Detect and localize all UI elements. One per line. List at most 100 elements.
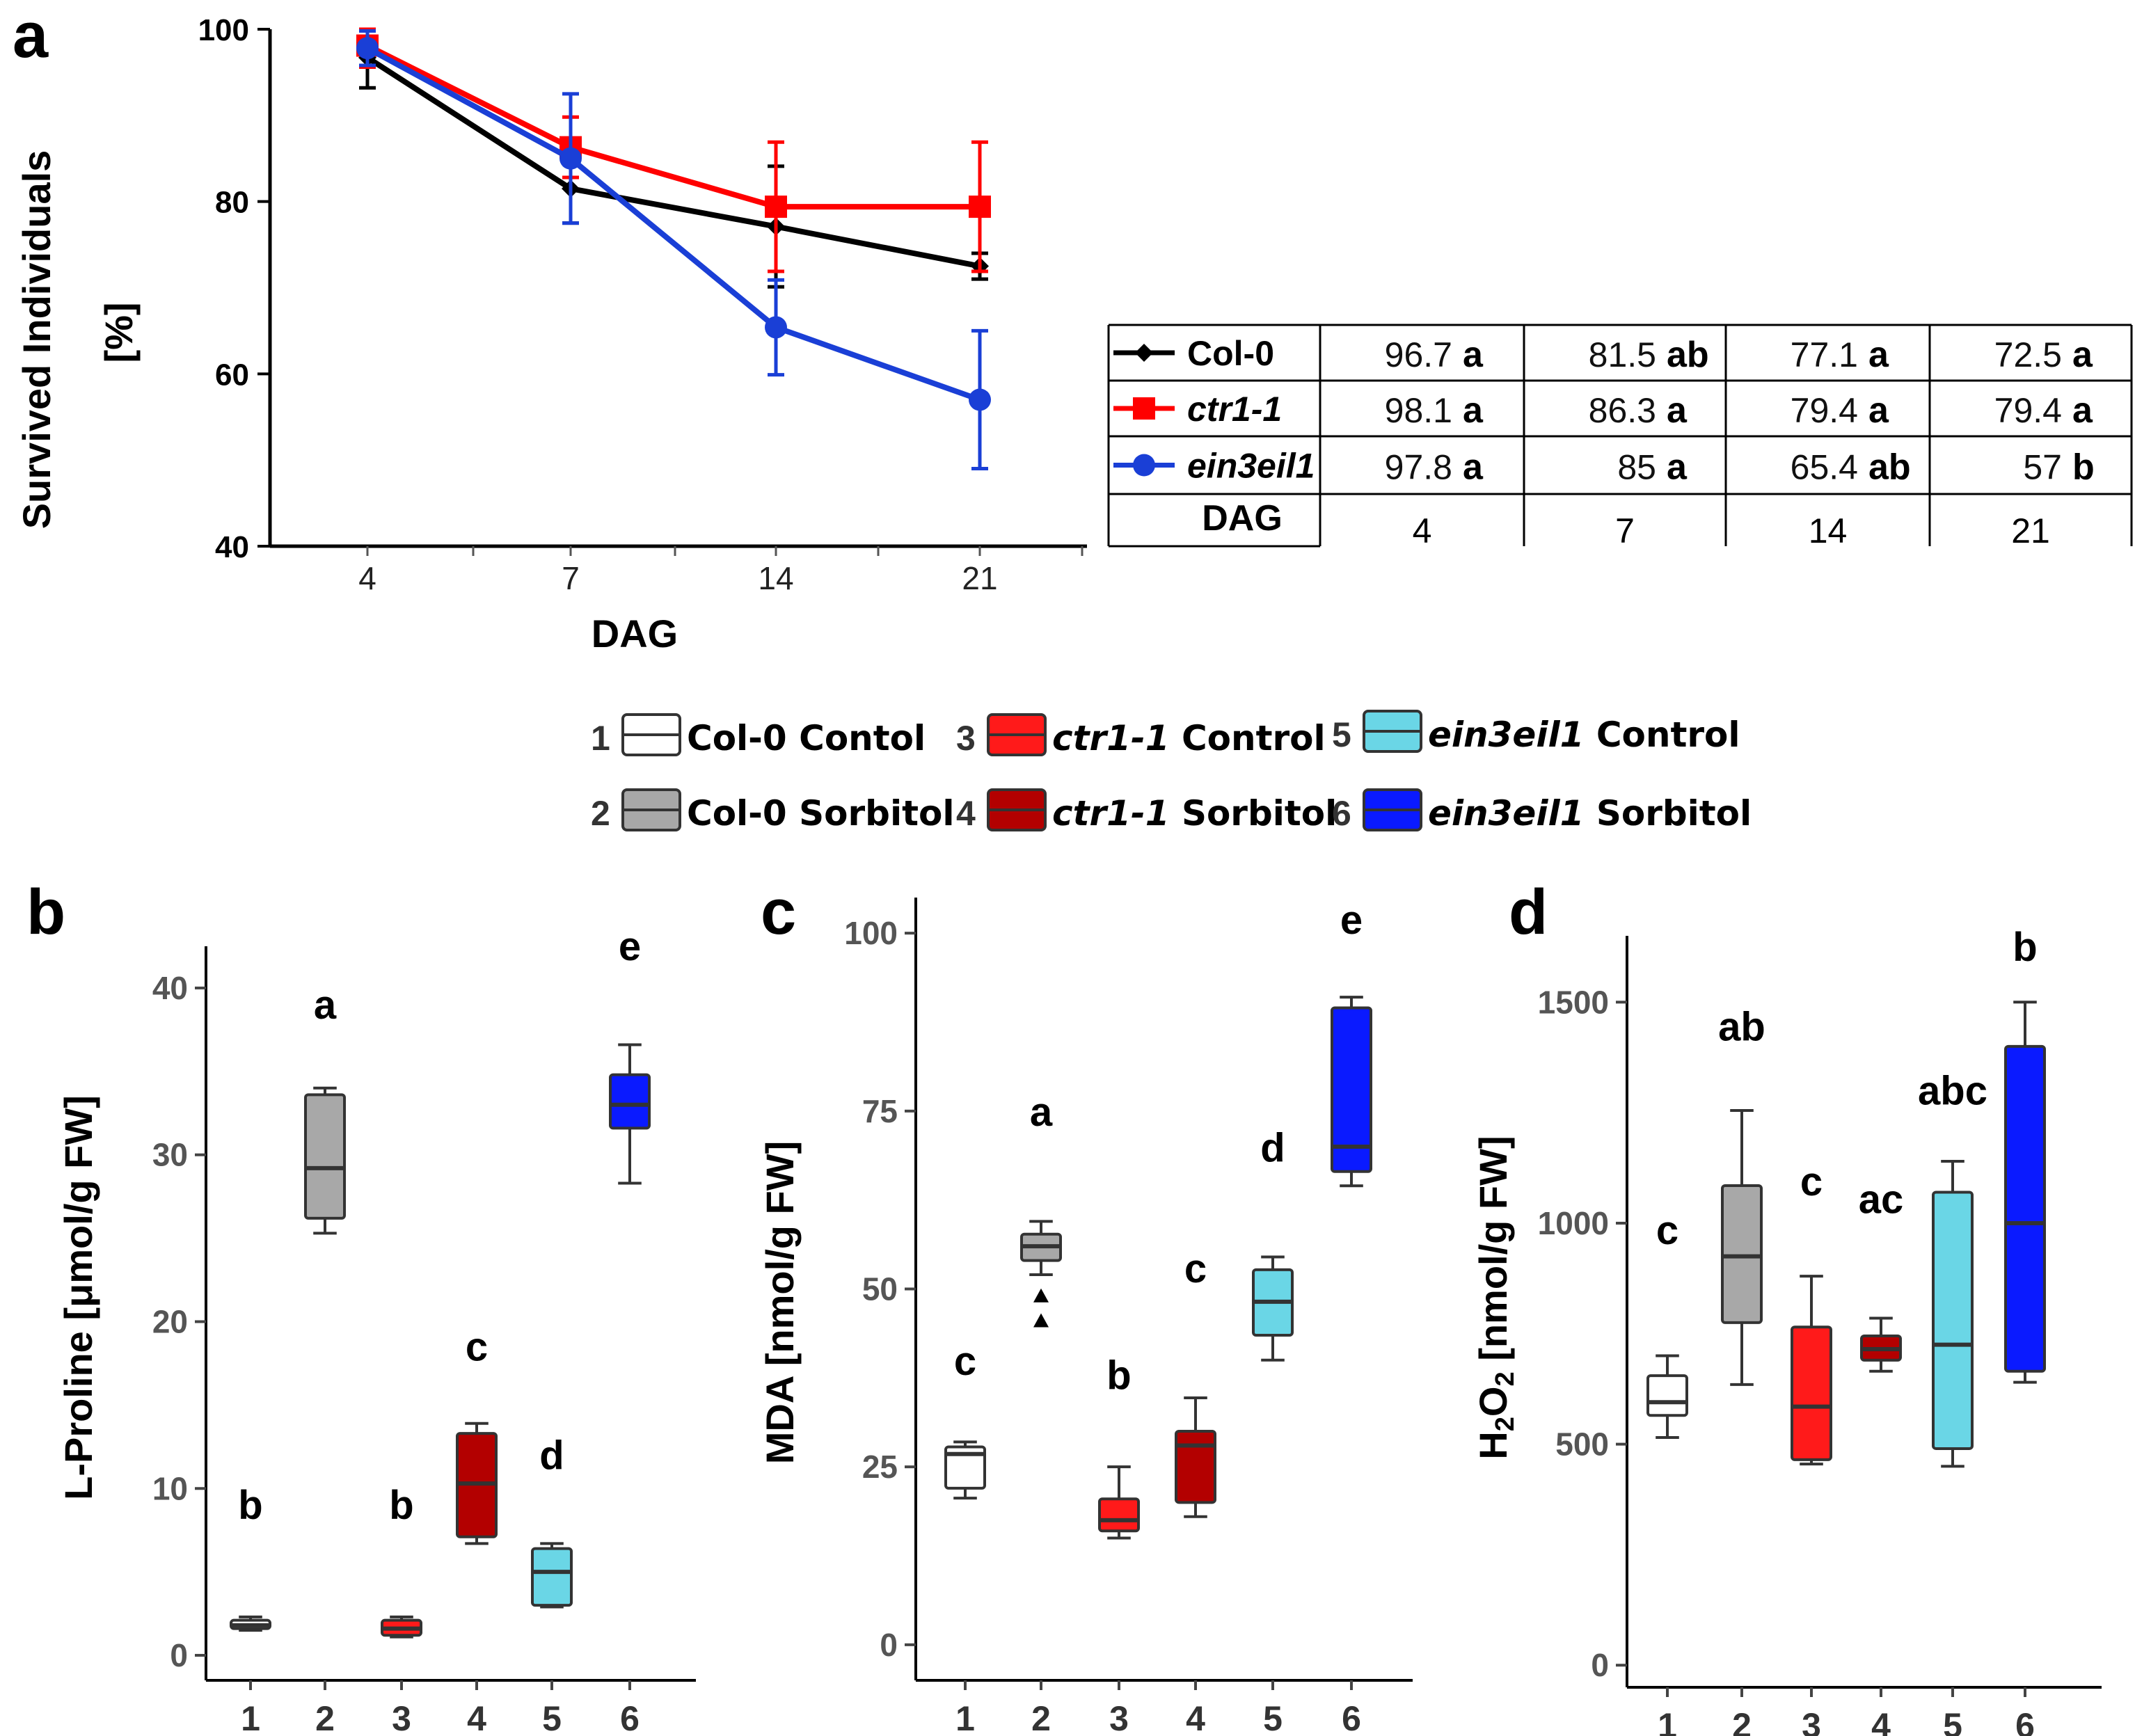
legend-number: 2 [591, 794, 610, 833]
y-tick-label: 40 [215, 530, 249, 564]
table-value: 72.5 [1994, 335, 2062, 374]
data-point-square [969, 196, 991, 218]
series-ein3eil1 [356, 29, 991, 471]
box-iqr [1791, 1325, 1832, 1461]
x-tick-label: 7 [562, 560, 580, 596]
legend-label: Col-0 Contol [687, 718, 926, 758]
y-tick-label: 60 [215, 358, 249, 392]
table-series-name: ein3eil1 [1187, 447, 1315, 486]
table-value: 96.7 [1385, 335, 1452, 374]
table-letter: a [1463, 335, 1484, 375]
y-tick-label: 0 [880, 1627, 898, 1663]
table-series-name: ctr1-1 [1187, 390, 1282, 429]
legend-number: 3 [956, 719, 976, 758]
x-tick-label: 1 [1658, 1706, 1677, 1736]
table-value: 77.1 [1791, 335, 1858, 374]
y-axis-title: H2​O2​ [nmol/g FW] [1471, 1136, 1520, 1459]
legend-number: 5 [1332, 715, 1351, 754]
box-iqr [944, 1445, 986, 1490]
significance-letter: c [1656, 1208, 1678, 1253]
box-iqr [1721, 1184, 1763, 1324]
x-tick-label: 5 [1943, 1706, 1962, 1736]
series-line [366, 45, 981, 403]
y-axis-title-part: 2 [1491, 1371, 1520, 1386]
table-letter: b [2072, 447, 2095, 488]
table-dag-value: 14 [1809, 511, 1848, 550]
y-tick-label: 0 [170, 1637, 188, 1673]
series-Col-0 [358, 27, 989, 289]
y-tick-label: 10 [152, 1470, 188, 1506]
x-tick-label: 5 [542, 1699, 562, 1736]
data-point-circle [1133, 454, 1155, 477]
significance-letter: c [1184, 1246, 1207, 1291]
x-tick-label: 4 [1186, 1699, 1205, 1736]
x-tick-label: 21 [962, 560, 997, 596]
legend-condition: Control [1584, 715, 1740, 755]
panel-label-a: a [13, 0, 49, 71]
box-2: ab [1718, 1005, 1765, 1386]
box-iqr [2004, 1044, 2046, 1373]
table-letter: a [1463, 390, 1484, 431]
significance-letter: c [1800, 1159, 1823, 1204]
table-value: 79.4 [1791, 391, 1858, 430]
significance-letter: a [314, 982, 337, 1028]
data-point-circle [969, 388, 991, 411]
x-axis-title: DAG [592, 612, 678, 655]
significance-letter: abc [1918, 1069, 1987, 1114]
legend-number: 4 [956, 794, 976, 833]
y-tick-label: 1000 [1538, 1205, 1609, 1241]
data-point-circle [356, 37, 379, 60]
panel-label-d: d [1509, 877, 1548, 948]
table-dag-value: 7 [1615, 511, 1635, 550]
legend-genotype: Col-0 [687, 718, 787, 758]
x-tick-label: 6 [1342, 1699, 1361, 1736]
significance-letter: c [466, 1324, 488, 1369]
x-tick-label: 5 [1263, 1699, 1283, 1736]
box-iqr [1175, 1430, 1216, 1504]
significance-letter: ab [1718, 1005, 1765, 1050]
box-iqr [304, 1093, 346, 1220]
box-2: a [304, 982, 346, 1235]
legend-genotype: ctr1-1 [1052, 718, 1170, 758]
legend-number: 6 [1332, 794, 1351, 833]
table-letter: a [2072, 335, 2093, 375]
table-value: 57 [2023, 448, 2062, 487]
data-point-circle [559, 147, 582, 170]
legend-label: Col-0 Sorbitol [687, 793, 954, 834]
box-5: d [1252, 1125, 1294, 1362]
table-value: 79.4 [1994, 391, 2062, 430]
table-letter: ab [1868, 447, 1911, 488]
data-point-circle [765, 316, 787, 339]
y-axis-title: L-Proline [μmol/g FW] [56, 1095, 100, 1500]
box-3: c [1791, 1159, 1832, 1466]
x-tick-label: 1 [955, 1699, 975, 1736]
panel-label-b: b [26, 877, 65, 948]
legend-genotype: ein3eil1 [1428, 793, 1584, 834]
significance-letter: b [2013, 925, 2037, 970]
significance-letter: b [389, 1483, 413, 1528]
table-value: 85 [1617, 448, 1656, 487]
x-tick-label: 14 [758, 560, 793, 596]
table-letter: a [1868, 390, 1889, 431]
legend-label: ctr1-1 Sorbitol [1052, 793, 1337, 834]
significance-letter: b [238, 1483, 262, 1528]
box-1: b [230, 1483, 271, 1632]
panel-c-box-plot: 0 25 50 75 100 1 2 3 4 5 6 c a b c d e MDA [nmol/g FW] [758, 898, 1413, 1736]
table-letter: a [1667, 390, 1688, 431]
y-tick-label: 80 [215, 186, 249, 220]
y-tick-label: 75 [862, 1093, 898, 1129]
legend-condition: Sorbitol [787, 793, 955, 834]
legend-genotype: Col-0 [687, 793, 787, 834]
box-4: c [1175, 1246, 1216, 1518]
y-axis-title-part: H [1471, 1431, 1515, 1459]
significance-letter: e [1340, 898, 1363, 943]
y-tick-label: 100 [198, 13, 249, 47]
legend-genotype: ein3eil1 [1428, 715, 1584, 755]
panel-a-line-chart: 40 60 80 100 4 7 14 21 DAG Survived Individuals [%… [15, 13, 1087, 655]
box-iqr [1098, 1497, 1140, 1533]
legend-label: ctr1-1 Control [1052, 718, 1326, 758]
series-line [365, 55, 981, 269]
y-tick-label: 50 [862, 1271, 898, 1307]
